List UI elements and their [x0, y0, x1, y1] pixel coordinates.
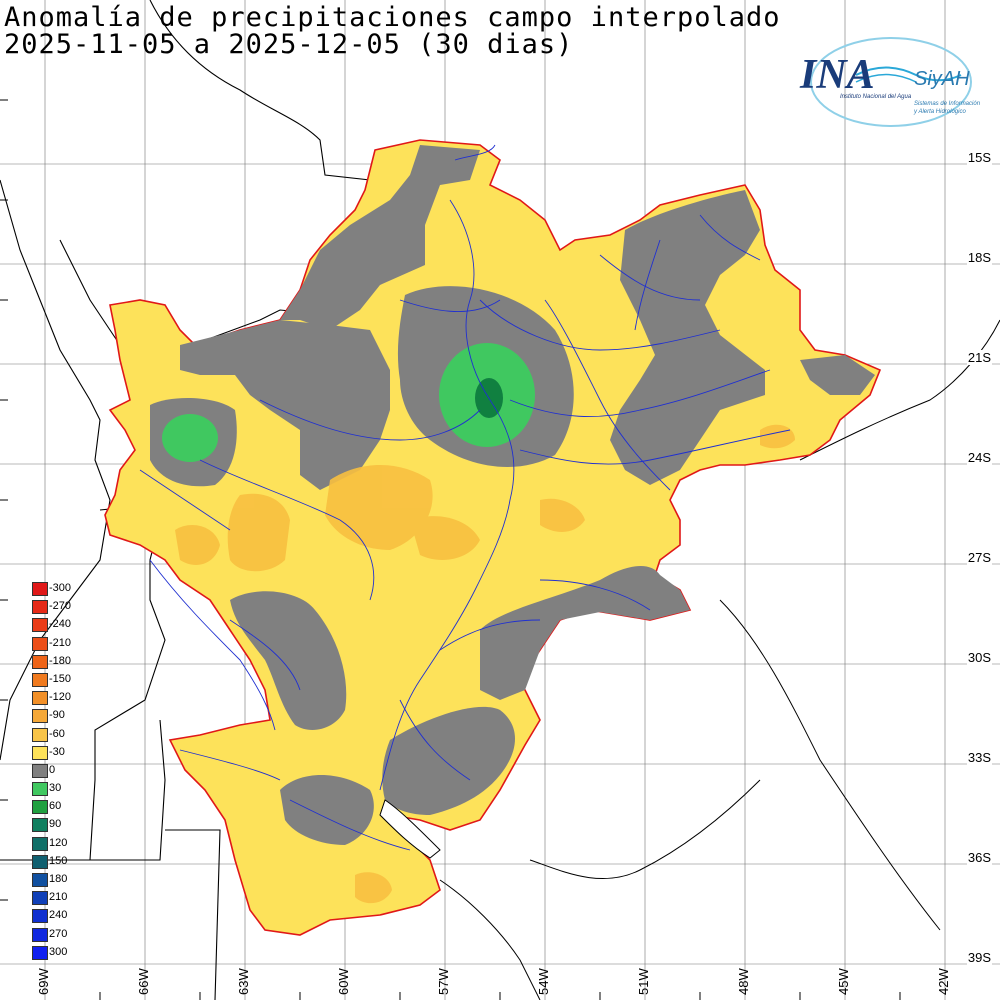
legend-swatch: [32, 945, 48, 960]
legend-label: 60: [49, 800, 62, 813]
legend-label: 300: [49, 945, 68, 958]
legend-label: 120: [49, 836, 68, 849]
legend-label: -120: [49, 691, 72, 704]
basin-area: [104, 139, 882, 936]
legend-swatch: [32, 909, 48, 924]
map-date-range: 2025-11-05 a 2025-12-05 (30 dias): [4, 29, 574, 60]
legend-label: 150: [49, 854, 68, 867]
latitude-label: 33S: [966, 750, 992, 765]
ina-siyah-logo: INA SiyAH Instituto Nacional del Agua Si…: [796, 30, 996, 130]
legend-label: -240: [49, 618, 72, 631]
edge-ticks: [0, 99, 901, 1000]
latitude-label: 15S: [966, 150, 992, 165]
legend-swatch: [32, 654, 48, 669]
legend-swatch: [32, 873, 48, 887]
latitude-label: 39S: [966, 950, 992, 965]
latitude-label: 27S: [966, 550, 992, 565]
legend-swatch: [32, 800, 48, 815]
legend-label: 0: [49, 763, 56, 776]
latitude-label: 18S: [966, 250, 992, 265]
legend-swatch: [32, 672, 48, 687]
estuary: [379, 799, 441, 859]
legend-label: 30: [49, 782, 62, 795]
legend-label: -300: [49, 582, 72, 594]
legend-swatch: [32, 745, 48, 760]
legend-swatch: [32, 891, 48, 906]
legend-swatch: [32, 691, 48, 706]
legend-swatch: [32, 782, 48, 797]
legend-swatch: [32, 836, 48, 851]
latitude-label: 21S: [966, 350, 992, 365]
legend-swatch: [32, 854, 48, 869]
legend-swatch: [32, 763, 48, 778]
legend-label: -270: [49, 600, 72, 613]
legend-swatch: [32, 927, 48, 942]
legend-label: -180: [49, 654, 72, 667]
legend-swatch: [32, 727, 48, 742]
legend-swatch: [32, 600, 48, 615]
logo-caption-1: Instituto Nacional del Agua: [840, 94, 912, 100]
logo-brand-text: INA: [799, 52, 875, 98]
legend-swatch: [32, 582, 48, 596]
logo-sub-text: SiyAH: [914, 68, 970, 90]
legend-label: 90: [49, 818, 62, 831]
legend-label: -210: [49, 636, 72, 649]
legend-label: -150: [49, 672, 72, 685]
legend-label: -90: [49, 709, 65, 722]
logo-caption-3: y Alerta Hidrológico: [913, 109, 966, 115]
legend-label: -30: [49, 745, 65, 758]
legend-swatch: [32, 709, 48, 724]
legend-label: 240: [49, 909, 68, 922]
latitude-label: 24S: [966, 450, 992, 465]
legend-swatch: [32, 636, 48, 651]
rivers: [139, 144, 791, 851]
legend-swatch: [32, 618, 48, 633]
legend-label: 270: [49, 927, 68, 940]
coastline: [439, 319, 1000, 1000]
latitude-label: 36S: [966, 850, 992, 865]
legend-swatch: [32, 818, 48, 833]
legend-label: 210: [49, 891, 68, 904]
legend-label: 180: [49, 873, 68, 885]
logo-caption-2: Sistemas de Información: [914, 101, 981, 107]
latitude-label: 30S: [966, 650, 992, 665]
legend-label: -60: [49, 727, 65, 740]
map-title: Anomalía de precipitaciones campo interp…: [4, 2, 781, 33]
